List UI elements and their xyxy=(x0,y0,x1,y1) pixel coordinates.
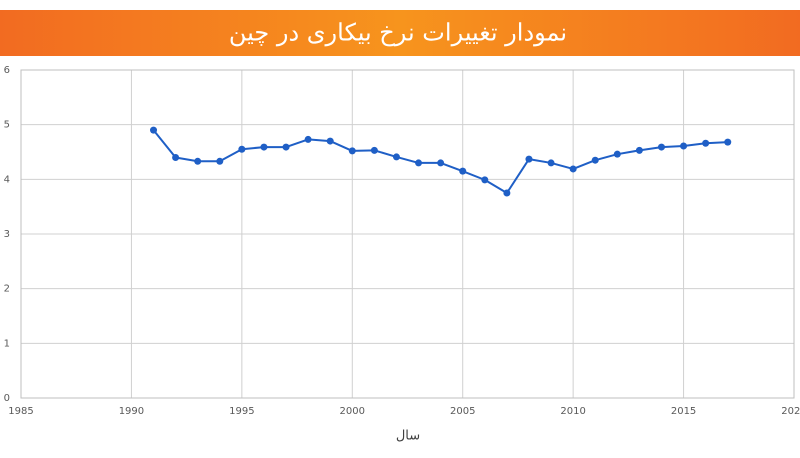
y-tick-label: 3 xyxy=(4,229,10,240)
point xyxy=(370,146,378,154)
point xyxy=(635,146,643,154)
point xyxy=(724,138,732,146)
chart-title: نمودار تغییرات نرخ بیکاری در چین xyxy=(229,19,567,47)
point xyxy=(238,145,246,153)
point xyxy=(459,167,467,175)
x-tick-label: 2010 xyxy=(560,406,585,417)
x-tick-label: 1995 xyxy=(229,406,254,417)
x-tick-label: 1985 xyxy=(8,406,33,417)
point xyxy=(304,135,312,143)
y-tick-label: 4 xyxy=(4,174,10,185)
point xyxy=(150,126,158,134)
point xyxy=(525,155,533,163)
x-axis-label: سال xyxy=(396,429,420,444)
plot-border xyxy=(20,69,795,399)
x-tick-label: 1990 xyxy=(119,406,144,417)
point xyxy=(260,143,268,151)
y-tick-label: 5 xyxy=(4,120,10,131)
point xyxy=(657,143,665,151)
point xyxy=(216,157,224,165)
point xyxy=(481,176,489,184)
point xyxy=(613,150,621,158)
x-tick-label: 2015 xyxy=(671,406,696,417)
y-tick-label: 0 xyxy=(4,393,10,404)
point xyxy=(680,142,688,150)
point xyxy=(503,189,511,197)
x-tick-label: 2000 xyxy=(340,406,365,417)
y-tick-label: 1 xyxy=(4,338,10,349)
point xyxy=(392,153,400,161)
y-tick-label: 6 xyxy=(4,65,10,76)
point xyxy=(194,157,202,165)
point xyxy=(348,147,356,155)
y-tick-label: 2 xyxy=(4,284,10,295)
point xyxy=(326,137,334,145)
point xyxy=(569,165,577,173)
point xyxy=(172,153,180,161)
x-tick-label: 2005 xyxy=(450,406,475,417)
point xyxy=(702,139,710,147)
point xyxy=(437,159,445,167)
title-banner xyxy=(0,10,800,56)
point xyxy=(415,159,423,167)
point xyxy=(591,156,599,164)
point xyxy=(547,159,555,167)
x-tick-label: 2020 xyxy=(781,406,800,417)
point xyxy=(282,143,290,151)
